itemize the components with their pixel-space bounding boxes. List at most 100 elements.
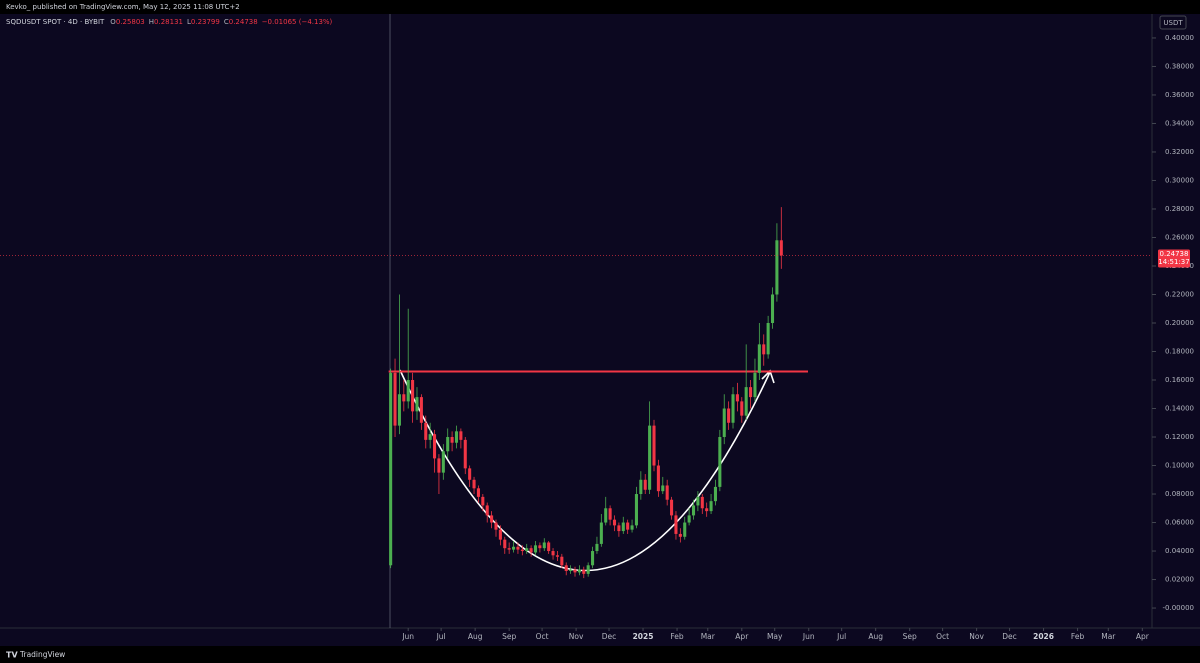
candle-body <box>621 522 625 532</box>
candle-body <box>573 569 577 573</box>
candle-body <box>577 569 581 573</box>
ohlc-value: 0.28131 <box>154 18 183 26</box>
candle-body <box>731 394 735 423</box>
candle-body <box>749 387 753 398</box>
candle-body <box>516 546 520 550</box>
candle-body <box>512 546 516 550</box>
candle-body <box>498 529 502 540</box>
candle-body <box>766 322 770 355</box>
x-tick-label: Aug <box>868 632 883 641</box>
y-tick-label: 0.40000 <box>1165 34 1194 42</box>
candle-body <box>424 422 428 440</box>
candle-body <box>406 380 410 402</box>
candle-body <box>411 380 415 412</box>
candle-body <box>463 439 467 469</box>
ohlc-prefix: O <box>110 18 116 26</box>
y-tick-label: 0.12000 <box>1165 433 1194 441</box>
candle-body <box>446 437 450 452</box>
y-tick-label: 0.26000 <box>1165 233 1194 241</box>
candle-body <box>547 542 551 552</box>
candle-body <box>779 240 783 256</box>
y-tick-label: 0.08000 <box>1165 490 1194 498</box>
ohlc-value: 0.25803 <box>116 18 145 26</box>
candle-body <box>652 425 656 466</box>
candle-body <box>709 501 713 512</box>
candle-body <box>494 522 498 530</box>
candle-body <box>643 479 647 490</box>
candle-body <box>538 545 542 549</box>
candle-body <box>433 434 437 459</box>
candle-body <box>727 408 731 423</box>
candle-body <box>687 515 691 523</box>
candle-body <box>612 519 617 526</box>
footer-bar <box>0 646 1200 663</box>
candle-body <box>441 451 445 473</box>
candle-body <box>735 394 739 402</box>
candle-body <box>533 545 538 553</box>
candle-body <box>744 387 748 416</box>
countdown: 14:51:37 <box>1158 258 1189 266</box>
candle-body <box>626 522 630 530</box>
candle-body <box>683 522 687 537</box>
candle-body <box>564 565 568 571</box>
candle-body <box>661 485 665 492</box>
x-tick-label: Sep <box>502 632 516 641</box>
x-tick-label: Oct <box>536 632 549 641</box>
candle-body <box>705 508 709 512</box>
y-tick-label: 0.30000 <box>1165 176 1194 184</box>
candle-body <box>415 397 419 412</box>
candle-body <box>630 525 634 530</box>
x-tick-label: Nov <box>569 632 584 641</box>
x-tick-label: Jul <box>836 632 846 641</box>
y-tick-label: 0.28000 <box>1165 205 1194 213</box>
candle-body <box>525 548 529 552</box>
candle-body <box>599 522 603 544</box>
candle-body <box>740 401 744 416</box>
y-tick-label: 0.10000 <box>1165 462 1194 470</box>
ohlc-prefix: H <box>149 18 154 26</box>
candle-body <box>656 465 660 492</box>
x-tick-label: 2026 <box>1033 632 1054 641</box>
x-tick-label: Aug <box>468 632 483 641</box>
candle-body <box>542 542 546 549</box>
candle-body <box>696 496 700 506</box>
candle-body <box>555 555 559 557</box>
candle-body <box>674 515 678 534</box>
last-price-label: 0.24738 <box>1160 250 1189 258</box>
candle-body <box>582 569 586 574</box>
y-tick-label: 0.14000 <box>1165 405 1194 413</box>
candle-body <box>503 539 507 549</box>
candle-body <box>437 458 441 473</box>
x-tick-label: Dec <box>1002 632 1017 641</box>
y-tick-label: -0.00000 <box>1163 604 1194 612</box>
symbol: SQDUSDT SPOT · 4D · BYBIT <box>6 18 105 26</box>
y-tick-label: 0.32000 <box>1165 148 1194 156</box>
candle-body <box>428 434 432 440</box>
y-tick-label: 0.16000 <box>1165 376 1194 384</box>
x-tick-label: Oct <box>936 632 949 641</box>
candle-body <box>648 425 652 490</box>
x-tick-label: Dec <box>602 632 617 641</box>
ohlc-prefix: C <box>224 18 229 26</box>
x-tick-label: Sep <box>903 632 917 641</box>
ohlc-value: 0.24738 <box>229 18 258 26</box>
x-tick-label: Mar <box>701 632 716 641</box>
candle-body <box>639 479 643 495</box>
brand: TradingView <box>19 650 65 659</box>
candle-body <box>485 505 489 516</box>
publisher: Kevko_ published on TradingView.com, May… <box>6 3 240 11</box>
candle-body <box>450 437 454 443</box>
candle-body <box>722 408 726 438</box>
y-tick-label: 0.38000 <box>1165 62 1194 70</box>
x-tick-label: Feb <box>1071 632 1085 641</box>
change: −0.01065 (−4.13%) <box>262 18 333 26</box>
x-tick-label: Nov <box>969 632 984 641</box>
candle-body <box>591 551 595 566</box>
candle-body <box>670 499 674 516</box>
y-tick-label: 0.02000 <box>1165 576 1194 584</box>
candle-body <box>700 496 704 509</box>
candle-body <box>490 515 494 523</box>
x-tick-label: Apr <box>1136 632 1150 641</box>
